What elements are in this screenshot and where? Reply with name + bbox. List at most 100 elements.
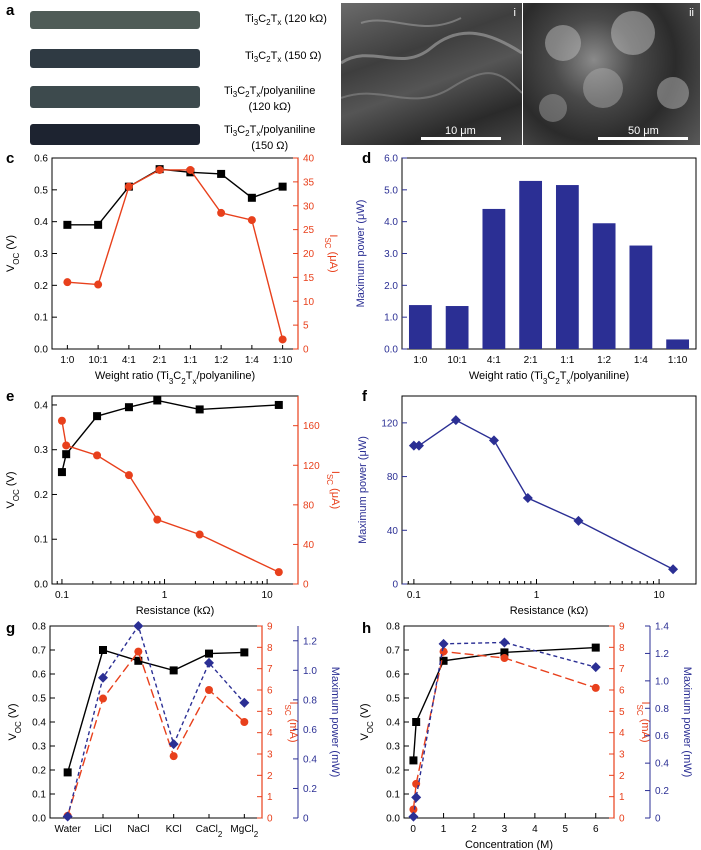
fabric-label-1: Ti3C2Tx (120 kΩ) (245, 13, 327, 28)
chart-f-left-tick-label: 120 (381, 418, 398, 429)
chart-c-series-2-point (186, 165, 195, 174)
chart-h-xtick-label: 6 (593, 824, 599, 835)
chart-c-right-tick-label: 15 (303, 273, 315, 284)
chart-h-xtick-label: 5 (563, 824, 569, 835)
chart-d-left-tick-label: 2.0 (384, 281, 398, 292)
chart-h-left-tick-label: 0.1 (386, 790, 400, 801)
chart-h-left-tick-label: 0.6 (386, 670, 400, 681)
chart-h-right2-tick-label: 0.8 (655, 704, 669, 715)
fabric-strip-4 (30, 124, 200, 145)
chart-h-right-tick-label: 7 (619, 664, 625, 675)
chart-d-left-tick-label: 1.0 (384, 313, 398, 324)
chart-c-series-2-point (217, 208, 226, 217)
chart-e-left-label: VOC (V) (5, 471, 21, 508)
chart-e-left-tick-label: 0.0 (34, 580, 48, 591)
chart-h-right-label: ISC (mA) (636, 701, 652, 742)
chart-f-xtick-label: 10 (654, 590, 666, 601)
chart-e-left-tick-label: 0.2 (34, 490, 48, 501)
chart-h-left-tick-label: 0.2 (386, 766, 400, 777)
chart-c-right-tick-label: 40 (303, 154, 315, 165)
chart-d-xtick-label: 1:4 (634, 355, 648, 366)
chart-e-series-1-point (274, 400, 283, 409)
chart-g-series-3-line (66, 624, 245, 817)
chart-d-xtick-label: 1:2 (597, 355, 611, 366)
sem-tag-ii: ii (689, 7, 694, 19)
fabric-label-2: Ti3C2Tx (150 Ω) (245, 50, 322, 65)
chart-e-frame (51, 395, 299, 585)
chart-d-left-tick-label: 5.0 (384, 185, 398, 196)
chart-g-right-label: ISC (mA) (284, 701, 300, 742)
chart-h-left-label: VOC (V) (359, 703, 375, 740)
chart-e-series-1-point (93, 412, 102, 421)
chart-g-right2-label: Maximum power (mW) (329, 667, 341, 778)
chart-e-xtick-label: 0.1 (55, 590, 69, 601)
chart-c-left-tick-label: 0.5 (34, 185, 48, 196)
chart-c-series-2-point (124, 182, 133, 191)
chart-d-xtick-label: 2:1 (524, 355, 538, 366)
chart-g-series-3-point (168, 739, 179, 750)
chart-c-series-2-line (67, 169, 284, 340)
chart-g-right-tick-label: 4 (267, 728, 273, 739)
chart-g-xtick-label: Water (55, 824, 82, 835)
chart-g-right-tick-label: 3 (267, 750, 273, 761)
chart-c-series-1-point (217, 169, 226, 178)
chart-d-left-label: Maximum power (μW) (355, 200, 367, 308)
chart-g-xtick-label: LiCl (94, 824, 111, 835)
chart-c-xtick-label: 1:1 (183, 355, 197, 366)
chart-h-left-tick-label: 0.0 (386, 814, 400, 825)
chart-g-right-tick-label: 2 (267, 771, 273, 782)
sem-scale-i: 10 μm (445, 125, 476, 137)
chart-e-xtick-label: 1 (162, 590, 168, 601)
chart-f-series-1-line (413, 419, 674, 570)
chart-f-left-tick-label: 80 (387, 472, 399, 483)
chart-g-left-tick-label: 0.4 (32, 718, 46, 729)
chart-d-bar (629, 245, 653, 349)
chart-e-left-tick-label: 0.3 (34, 445, 48, 456)
chart-e-series-1-point (124, 403, 133, 412)
chart-f-left-tick-label: 40 (387, 526, 399, 537)
chart-c-series-2-point (247, 216, 256, 225)
chart-d-bar (445, 306, 469, 349)
chart-c-series-1-line (67, 168, 283, 226)
panel-f-letter: f (362, 388, 367, 405)
chart-c-xtick-label: 10:1 (88, 355, 108, 366)
chart-c-xtick-label: 1:0 (60, 355, 74, 366)
chart-g-series-1-point (134, 656, 143, 665)
chart-h-right2-label: Maximum power (mW) (681, 667, 693, 778)
chart-f-series-1-point (522, 493, 533, 504)
chart-h-series-1-point (409, 756, 418, 765)
chart-c-series-2-point (94, 280, 103, 289)
chart-g-left-tick-label: 0.3 (32, 742, 46, 753)
chart-c-series-1-point (94, 220, 103, 229)
chart-d-left-tick-label: 0.0 (384, 345, 398, 356)
chart-c-series-1-point (278, 182, 287, 191)
chart-h-left-tick-label: 0.4 (386, 718, 400, 729)
chart-d-xlabel: Weight ratio (Ti3C2Tx/polyaniline) (469, 370, 629, 386)
chart-c-series-2-point (63, 278, 72, 287)
chart-f-series-1-point (573, 515, 584, 526)
chart-h-series-3-point (438, 638, 449, 649)
chart-c-series-2-point (155, 165, 164, 174)
fabric-strip-2 (30, 49, 200, 68)
chart-g-series-2-point (205, 686, 213, 694)
chart-c-right-tick-label: 25 (303, 225, 315, 236)
chart-f-series-1-point (488, 435, 499, 446)
chart-c-left-tick-label: 0.3 (34, 249, 48, 260)
chart-h-xlabel: Concentration (M) (465, 839, 553, 850)
chart-c-right-tick-label: 20 (303, 249, 315, 260)
chart-f-xtick-label: 1 (534, 590, 540, 601)
chart-h-series-3-point (411, 792, 422, 803)
chart-c-right-tick-label: 10 (303, 297, 315, 308)
panel-e-letter: e (6, 388, 15, 405)
chart-h-series-1-point (439, 656, 448, 665)
chart-g-left-tick-label: 0.7 (32, 646, 46, 657)
chart-h-left-tick-label: 0.3 (386, 742, 400, 753)
chart-g-series-3-point (98, 672, 108, 683)
chart-h-series-3-point (590, 662, 601, 673)
sem-scale-ii: 50 μm (628, 125, 659, 137)
chart-d-bar (519, 180, 543, 349)
chart-e-series-1-point (195, 405, 204, 414)
chart-h-right-tick-label: 4 (619, 728, 625, 739)
chart-e-right-tick-label: 80 (303, 500, 315, 511)
chart-h-xtick-label: 4 (532, 824, 538, 835)
